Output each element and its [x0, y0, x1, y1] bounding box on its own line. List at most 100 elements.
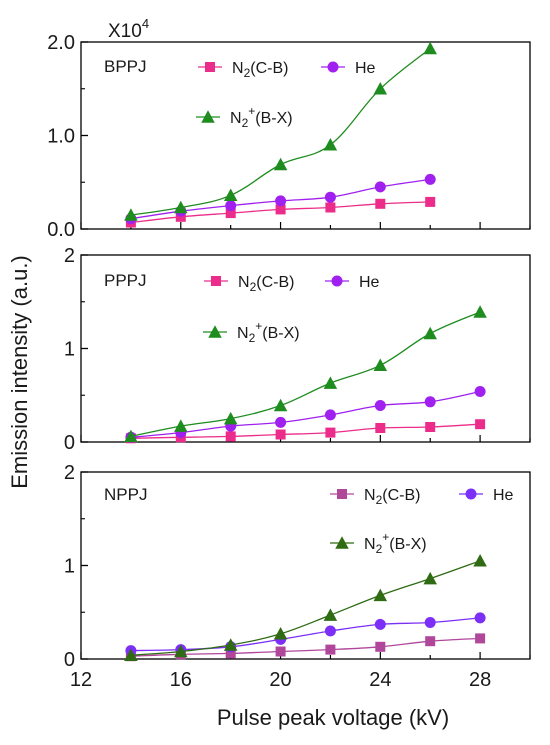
legend-label: He — [493, 487, 514, 504]
series-triangle — [124, 41, 437, 221]
data-point — [275, 646, 286, 657]
data-point — [474, 612, 486, 624]
legend-marker — [208, 325, 222, 338]
data-point — [273, 398, 288, 412]
data-point — [124, 648, 138, 662]
data-point — [474, 386, 486, 397]
data-point — [175, 211, 186, 222]
data-point — [373, 358, 388, 372]
y-tick-label: 0 — [64, 649, 75, 671]
panel-bppj: 0.0 1.0 2.0 BPPJ N2(C-B) He N2+(B-X) — [47, 32, 531, 241]
legend-entry: He — [325, 274, 380, 291]
legend-marker — [465, 488, 477, 500]
data-point — [223, 411, 238, 425]
legend-label: N2(C-B) — [364, 487, 420, 507]
data-point — [424, 173, 436, 185]
data-point — [323, 376, 338, 389]
y-tick-label: 1 — [64, 339, 75, 361]
x-tick-label: 28 — [469, 669, 491, 691]
data-point — [124, 429, 138, 443]
data-point — [275, 204, 286, 215]
data-point — [225, 648, 236, 659]
data-point — [375, 641, 386, 652]
legend-marker — [201, 110, 215, 123]
series-triangle — [124, 305, 487, 443]
data-point — [323, 138, 338, 151]
data-point — [425, 422, 436, 432]
y-tick-label: 1.0 — [47, 126, 75, 148]
legend-entry: N2+(B-X) — [196, 104, 293, 130]
x-tick-label: 24 — [369, 669, 391, 691]
plot-frame — [80, 471, 531, 660]
data-point — [473, 305, 487, 318]
data-point — [174, 419, 188, 432]
data-point — [324, 191, 336, 203]
legend-label: He — [355, 60, 376, 77]
legend-label: N2+(B-X) — [237, 319, 300, 345]
data-point — [374, 400, 386, 411]
data-point — [374, 181, 386, 193]
data-point — [325, 644, 336, 655]
legend-marker — [337, 489, 347, 499]
data-point — [423, 41, 437, 55]
data-point — [374, 618, 386, 630]
data-point — [275, 416, 287, 428]
scale-multiplier-exponent: 4 — [142, 16, 149, 31]
y-tick-label: 0.0 — [47, 219, 75, 241]
x-axis-label: Pulse peak voltage (kV) — [217, 705, 449, 730]
y-tick-label: 2.0 — [47, 32, 75, 54]
legend-label: N2+(B-X) — [364, 530, 427, 556]
data-point — [424, 396, 436, 408]
series-triangle — [124, 554, 487, 662]
legend-marker — [331, 275, 343, 287]
series-line — [130, 311, 481, 438]
y-tick-label: 2 — [64, 462, 75, 484]
data-point — [225, 431, 236, 442]
series-circle — [125, 386, 486, 443]
data-point — [473, 554, 487, 567]
panel-pppj: 0 1 2 PPPJ N2(C-B) He N2+(B-X) — [64, 245, 531, 454]
data-point — [273, 157, 288, 171]
legend-label: He — [359, 274, 380, 291]
data-point — [373, 588, 388, 602]
legend-marker — [211, 276, 221, 286]
legend-marker — [205, 62, 215, 72]
plot-frame — [80, 41, 531, 230]
data-point — [174, 644, 188, 658]
data-point — [325, 427, 336, 438]
panel-label: PPPJ — [104, 271, 147, 290]
x-tick-label: 16 — [170, 669, 192, 691]
data-point — [324, 625, 336, 637]
legend-label: N2+(B-X) — [230, 104, 293, 130]
scale-multiplier: X104 — [108, 16, 149, 42]
legend-entry: N2(C-B) — [330, 487, 420, 507]
legend-marker — [327, 61, 339, 73]
data-point — [424, 617, 436, 628]
data-point — [375, 198, 386, 209]
plot-frame — [80, 254, 531, 443]
data-point — [225, 200, 237, 212]
legend-entry: N2(C-B) — [204, 274, 294, 294]
data-point — [275, 429, 286, 440]
data-point — [223, 188, 238, 202]
y-tick-label: 1 — [64, 556, 75, 578]
data-point — [425, 196, 436, 207]
legend-entry: N2(C-B) — [198, 60, 288, 80]
data-point — [324, 409, 336, 421]
data-point — [323, 608, 338, 621]
legend-label: N2(C-B) — [232, 60, 288, 80]
legend-label: N2(C-B) — [238, 274, 294, 294]
data-point — [425, 636, 436, 647]
legend-entry: He — [321, 60, 376, 77]
legend-marker — [335, 536, 349, 549]
x-tick-label: 20 — [269, 669, 291, 691]
y-axis-label: Emission intensity (a.u.) — [7, 255, 32, 489]
data-point — [225, 208, 236, 219]
data-point — [124, 208, 138, 221]
data-point — [273, 627, 288, 640]
scale-multiplier-base: X10 — [108, 21, 142, 42]
panel-label: NPPJ — [104, 485, 147, 504]
panel-label: BPPJ — [104, 57, 147, 76]
